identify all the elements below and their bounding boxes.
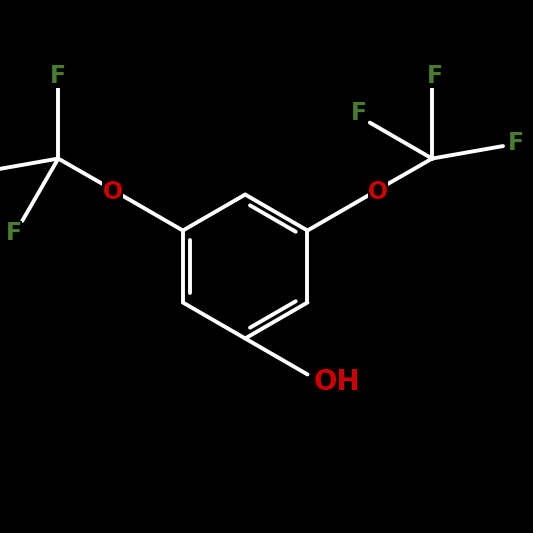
Text: F: F	[6, 221, 22, 245]
Text: F: F	[351, 101, 367, 125]
Text: O: O	[368, 180, 388, 204]
Text: O: O	[102, 180, 123, 204]
Text: F: F	[50, 64, 66, 88]
Text: OH: OH	[313, 368, 360, 397]
Text: F: F	[427, 64, 443, 88]
Text: F: F	[508, 132, 524, 156]
